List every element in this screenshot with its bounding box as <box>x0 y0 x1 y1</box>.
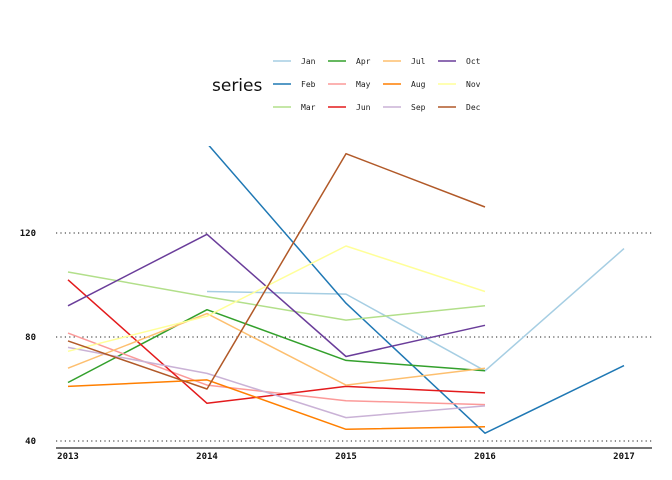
series-line-nov <box>67 245 486 353</box>
x-tick-labels: 2013 2014 2015 2016 2017 <box>57 452 635 462</box>
series-line-jan <box>206 248 625 372</box>
x-tick-label: 2016 <box>474 452 496 462</box>
y-tick-labels: 40 80 120 <box>20 229 36 447</box>
y-tick-label: 80 <box>25 333 36 343</box>
legend-title: series <box>212 76 262 96</box>
series-line-dec <box>67 152 486 390</box>
legend-label: Dec <box>466 103 481 112</box>
legend-label: May <box>356 80 371 89</box>
legend-label: Aug <box>411 80 426 89</box>
series-line-apr <box>67 308 486 384</box>
legend: series Jan Feb Mar Apr May Jun Jul Aug Sep Oct Nov… <box>212 57 481 112</box>
legend-label: Feb <box>301 80 316 89</box>
series-line-mar <box>67 271 486 321</box>
legend-label: Apr <box>356 57 371 66</box>
series-line-jun <box>67 279 486 405</box>
x-tick-label: 2015 <box>335 452 357 462</box>
x-tick-label: 2013 <box>57 452 79 462</box>
legend-label: Nov <box>466 80 481 89</box>
series-line-may <box>67 332 486 406</box>
x-tick-label: 2017 <box>613 452 635 462</box>
legend-label: Mar <box>301 103 316 112</box>
series-line-feb <box>208 146 625 434</box>
series-line-aug <box>67 379 486 431</box>
series-lines <box>67 146 625 434</box>
y-tick-label: 120 <box>20 229 36 239</box>
y-tick-label: 40 <box>25 437 36 447</box>
legend-label: Jan <box>301 57 316 66</box>
legend-label: Jul <box>411 57 426 66</box>
series-line-jul <box>67 312 486 386</box>
series-line-sep <box>67 346 486 419</box>
series-line-oct <box>67 233 486 358</box>
legend-label: Oct <box>466 57 481 66</box>
legend-label: Sep <box>411 103 426 112</box>
legend-label: Jun <box>356 103 371 112</box>
x-tick-label: 2014 <box>196 452 218 462</box>
